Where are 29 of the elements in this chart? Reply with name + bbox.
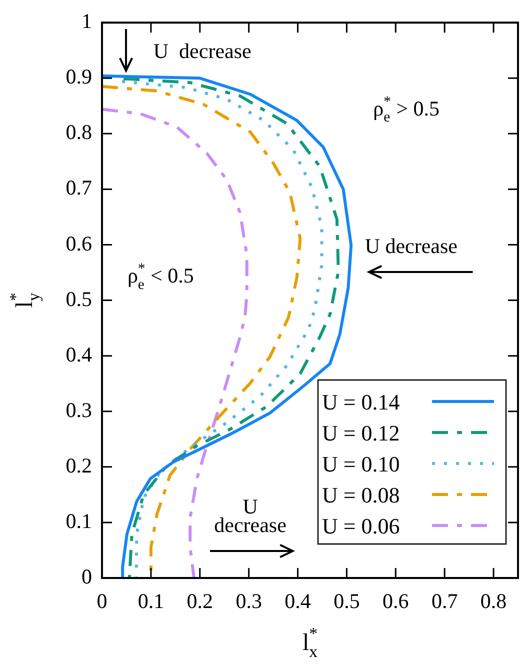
- x-tick-label: 0.7: [431, 589, 458, 614]
- y-tick-label: 0.6: [66, 231, 92, 256]
- legend-label: U = 0.06: [322, 514, 400, 538]
- legend-label: U = 0.10: [322, 452, 400, 476]
- x-tick-label: 0.8: [480, 589, 507, 614]
- annotation: U decrease: [214, 494, 286, 537]
- x-tick-label: 0.3: [236, 589, 262, 614]
- x-tick-label: 0.6: [382, 589, 409, 614]
- y-tick-label: 0.5: [66, 286, 92, 311]
- annotation: U decrease: [364, 234, 458, 258]
- y-axis-title: ly*: [6, 292, 44, 308]
- y-tick-label: 0.1: [66, 508, 92, 533]
- x-tick-label: 0.5: [334, 589, 360, 614]
- y-tick-label: 0.9: [66, 64, 92, 89]
- y-tick-label: 0.7: [66, 176, 92, 200]
- annotation: U decrease: [153, 39, 252, 64]
- legend-label: U = 0.08: [322, 482, 400, 508]
- y-tick-label: 0.4: [66, 342, 92, 366]
- y-tick-label: 0.2: [66, 453, 92, 478]
- y-tick-label: 0: [82, 564, 92, 589]
- x-tick-label: 0.1: [138, 589, 164, 614]
- x-tick-label: 0.2: [186, 589, 214, 614]
- y-tick-label: 0.8: [66, 120, 92, 144]
- legend-label: U = 0.14: [322, 390, 400, 414]
- y-tick-label: 1: [82, 9, 92, 34]
- legend-label: U = 0.12: [322, 420, 400, 446]
- y-tick-label: 0.3: [66, 398, 92, 422]
- x-tick-label: 0: [96, 589, 108, 614]
- x-tick-label: 0.4: [284, 589, 312, 614]
